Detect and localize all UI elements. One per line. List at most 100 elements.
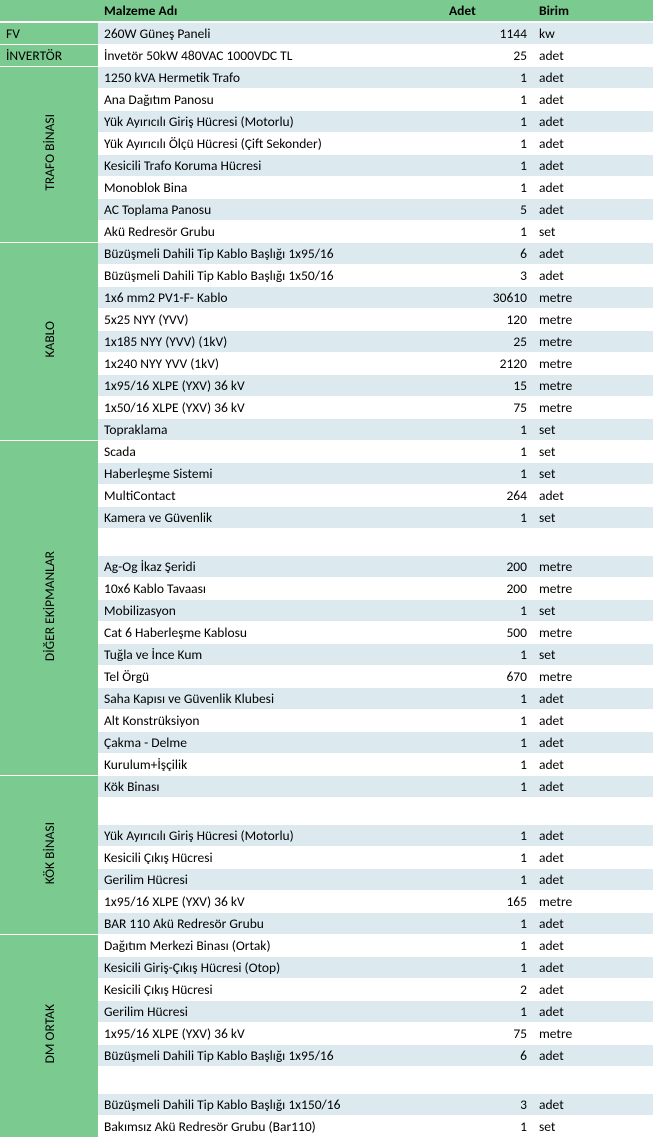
cell-qty: 500 <box>443 622 533 644</box>
cell-name: 1x95/16 XLPE (YXV) 36 kV <box>98 1023 443 1045</box>
cell-qty: 5 <box>443 199 533 221</box>
cell-name: BAR 110 Akü Redresör Grubu <box>98 913 443 935</box>
cell-qty: 1 <box>443 776 533 798</box>
cell-name: 10x6 Kablo Tavaası <box>98 578 443 600</box>
cell-qty: 1 <box>443 957 533 979</box>
category-cell-diger_ekipmanlar: DİĞER EKİPMANLAR <box>0 441 98 776</box>
table-row: Alt Konstrüksiyon1adet <box>0 710 653 732</box>
table-row: 1x6 mm2 PV1-F- Kablo30610metre <box>0 287 653 309</box>
cell-unit: adet <box>533 177 653 199</box>
cell-unit: adet <box>533 243 653 265</box>
cell-unit: metre <box>533 666 653 688</box>
cell-unit: set <box>533 419 653 441</box>
table-row <box>0 1067 653 1094</box>
cell-unit: adet <box>533 1045 653 1067</box>
cell-unit: adet <box>533 710 653 732</box>
cell-name: Haberleşme Sistemi <box>98 463 443 485</box>
cell-name: Dağıtım Merkezi Binası (Ortak) <box>98 935 443 957</box>
table-row: İNVERTÖRİnvetör 50kW 480VAC 1000VDC TL25… <box>0 45 653 67</box>
category-label: KÖK BİNASI <box>41 822 58 884</box>
table-row: 1x240 NYY YVV (1kV)2120metre <box>0 353 653 375</box>
table-row: Bakımsız Akü Redresör Grubu (Bar110)1set <box>0 1116 653 1138</box>
table-row: 10x6 Kablo Tavaası200metre <box>0 578 653 600</box>
table-row: Yük Ayırıcılı Ölçü Hücresi (Çift Sekonde… <box>0 133 653 155</box>
cell-name: 1x185 NYY (YVV) (1kV) <box>98 331 443 353</box>
cell-name: Scada <box>98 441 443 463</box>
cell-unit: adet <box>533 155 653 177</box>
cell-name: Ag-Og İkaz Şeridi <box>98 556 443 578</box>
table-row: Kamera ve Güvenlik1set <box>0 507 653 529</box>
cell-unit: adet <box>533 45 653 67</box>
cell-unit: set <box>533 1116 653 1138</box>
cell-name: Gerilim Hücresi <box>98 869 443 891</box>
cell-qty: 1 <box>443 155 533 177</box>
cell-qty: 264 <box>443 485 533 507</box>
table-row: Ag-Og İkaz Şeridi200metre <box>0 556 653 578</box>
cell-unit: metre <box>533 375 653 397</box>
cell-unit: adet <box>533 825 653 847</box>
cell-name: 1250 kVA Hermetik Trafo <box>98 67 443 89</box>
cell-name: Ana Dağıtım Panosu <box>98 89 443 111</box>
col-header-category <box>0 0 98 22</box>
table-row: Büzüşmeli Dahili Tip Kablo Başlığı 1x50/… <box>0 265 653 287</box>
table-row: KABLOBüzüşmeli Dahili Tip Kablo Başlığı … <box>0 243 653 265</box>
table-row: BAR 110 Akü Redresör Grubu1adet <box>0 913 653 935</box>
cell-unit: adet <box>533 847 653 869</box>
table-row: Büzüşmeli Dahili Tip Kablo Başlığı 1x95/… <box>0 1045 653 1067</box>
cell-unit: set <box>533 507 653 529</box>
cell-unit: metre <box>533 353 653 375</box>
cell-qty: 1 <box>443 67 533 89</box>
table-row: Kurulum+İşçilik1adet <box>0 754 653 776</box>
col-header-name: Malzeme Adı <box>98 0 443 22</box>
cell-qty <box>443 529 533 556</box>
table-row: MultiContact264adet <box>0 485 653 507</box>
category-cell-trafo_binasi: TRAFO BİNASI <box>0 67 98 243</box>
table-row: Akü Redresör Grubu1set <box>0 221 653 243</box>
table-row: Saha Kapısı ve Güvenlik Klubesi1adet <box>0 688 653 710</box>
cell-name: Kesicili Çıkış Hücresi <box>98 979 443 1001</box>
cell-unit <box>533 798 653 825</box>
category-label: TRAFO BİNASI <box>41 114 58 191</box>
category-cell-kok_binasi: KÖK BİNASI <box>0 776 98 935</box>
cell-unit: adet <box>533 732 653 754</box>
cell-qty: 1 <box>443 847 533 869</box>
cell-unit: set <box>533 441 653 463</box>
cell-unit: set <box>533 221 653 243</box>
cell-qty: 1 <box>443 507 533 529</box>
cell-unit: adet <box>533 869 653 891</box>
cell-unit: adet <box>533 111 653 133</box>
table-row <box>0 529 653 556</box>
table-row: Çakma - Delme1adet <box>0 732 653 754</box>
cell-name: Büzüşmeli Dahili Tip Kablo Başlığı 1x95/… <box>98 1045 443 1067</box>
cell-name: Büzüşmeli Dahili Tip Kablo Başlığı 1x95/… <box>98 243 443 265</box>
cell-qty: 2120 <box>443 353 533 375</box>
cell-qty: 15 <box>443 375 533 397</box>
table-row: Tel Örgü670metre <box>0 666 653 688</box>
cell-unit: adet <box>533 89 653 111</box>
category-label: DİĞER EKİPMANLAR <box>41 551 58 661</box>
cell-qty: 1 <box>443 913 533 935</box>
table-row: Monoblok Bina1adet <box>0 177 653 199</box>
table-header: Malzeme Adı Adet Birim <box>0 0 653 22</box>
cell-qty: 1 <box>443 133 533 155</box>
cell-unit: set <box>533 463 653 485</box>
cell-qty: 75 <box>443 397 533 419</box>
cell-name: Kesicili Giriş-Çıkış Hücresi (Otop) <box>98 957 443 979</box>
cell-name: Büzüşmeli Dahili Tip Kablo Başlığı 1x50/… <box>98 265 443 287</box>
cell-name: Saha Kapısı ve Güvenlik Klubesi <box>98 688 443 710</box>
category-cell-invertor: İNVERTÖR <box>0 45 98 67</box>
cell-qty: 1 <box>443 177 533 199</box>
table-row: 1x95/16 XLPE (YXV) 36 kV165metre <box>0 891 653 913</box>
table-row: Mobilizasyon1set <box>0 600 653 622</box>
cell-name: Kamera ve Güvenlik <box>98 507 443 529</box>
cell-qty: 25 <box>443 45 533 67</box>
cell-qty: 3 <box>443 265 533 287</box>
cell-qty: 2 <box>443 979 533 1001</box>
cell-unit: adet <box>533 979 653 1001</box>
cell-qty: 30610 <box>443 287 533 309</box>
cell-name: Kesicili Trafo Koruma Hücresi <box>98 155 443 177</box>
table-row: FV260W Güneş Paneli1144kw <box>0 22 653 45</box>
table-row: Cat 6 Haberleşme Kablosu500metre <box>0 622 653 644</box>
cell-unit: metre <box>533 1023 653 1045</box>
table-row: TRAFO BİNASI1250 kVA Hermetik Trafo1adet <box>0 67 653 89</box>
